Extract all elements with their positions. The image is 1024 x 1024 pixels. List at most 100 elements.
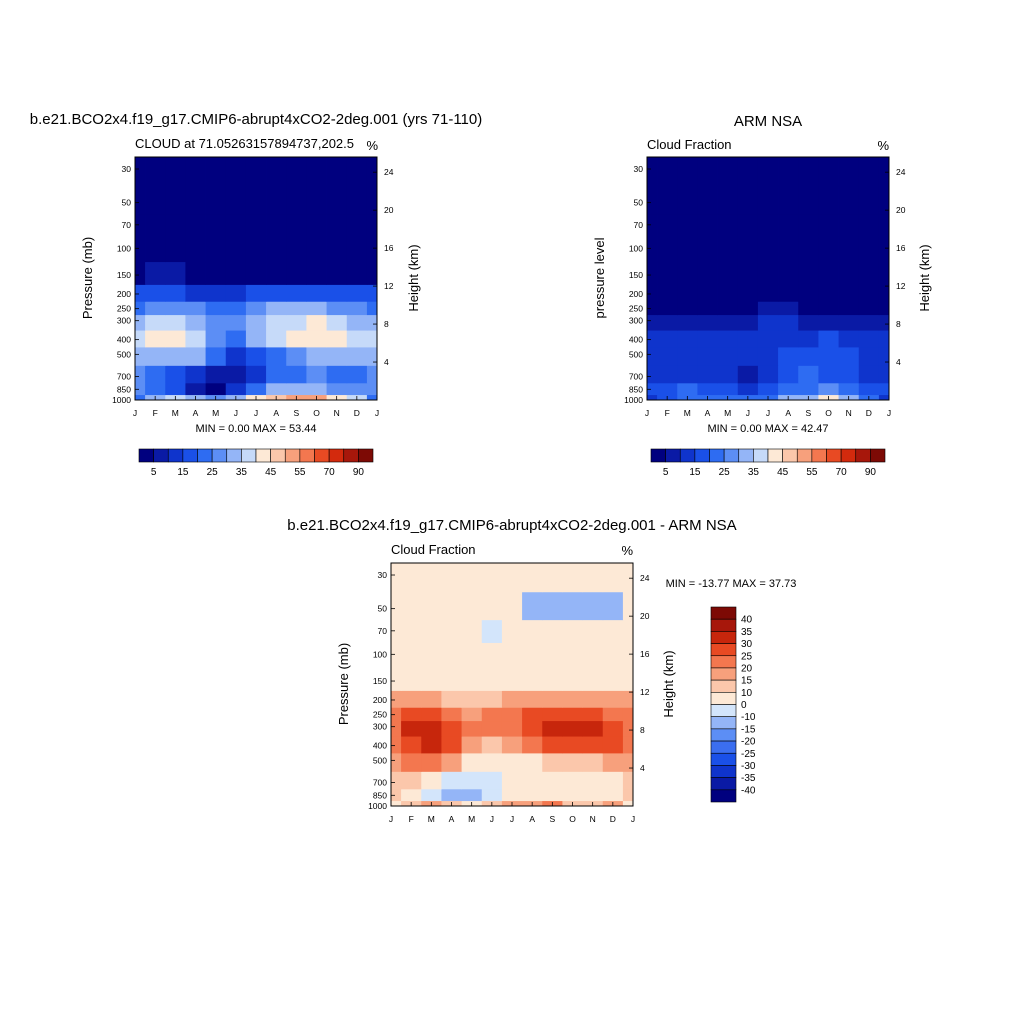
colorbar-swatch [710, 728, 737, 742]
heatmap-cell [165, 330, 186, 348]
heatmap-cell [306, 284, 327, 302]
heatmap-cell [522, 720, 543, 737]
heatmap-cell [602, 720, 624, 737]
heatmap-cell [185, 301, 206, 316]
x-tick-label: O [825, 408, 832, 418]
colorbar-swatch [167, 448, 184, 463]
height-tick-label: 8 [384, 319, 389, 329]
heatmap-cell [391, 771, 402, 790]
heatmap-cell [542, 591, 563, 621]
heatmap-cell [366, 314, 378, 331]
heatmap-cell [306, 301, 327, 316]
heatmap-cell [647, 382, 658, 396]
heatmap-cell [602, 667, 624, 691]
heatmap-cell [757, 301, 779, 316]
heatmap-cell [697, 261, 718, 285]
x-tick-label: D [354, 408, 360, 418]
height-tick-label: 24 [896, 167, 906, 177]
heatmap-cell [145, 157, 166, 187]
y-tick-label: 300 [629, 316, 643, 326]
heatmap-cell [185, 365, 206, 384]
colorbar-swatch [855, 448, 871, 463]
heatmap-cell [657, 236, 678, 263]
heatmap-cell [717, 261, 739, 285]
heatmap-cell [245, 346, 267, 366]
colorbar-swatch [767, 448, 783, 463]
heatmap-cell [225, 365, 247, 384]
heatmap-cell [818, 261, 839, 285]
heatmap-cell [286, 236, 307, 263]
colorbar-label: 5 [151, 467, 157, 478]
heatmap-cell [737, 330, 759, 348]
heatmap-cell [697, 236, 718, 263]
heatmap-cell [562, 788, 583, 802]
x-tick-label: N [590, 814, 596, 824]
colorbar-swatch [796, 448, 813, 463]
heatmap-cell [737, 236, 759, 263]
heatmap-cell [657, 261, 678, 285]
heatmap-cell [622, 563, 634, 593]
heatmap-cell [778, 314, 799, 331]
heatmap-cell [542, 690, 563, 708]
heatmap-cell [778, 284, 799, 302]
heatmap-cell [798, 382, 819, 396]
colorbar-label: -35 [741, 773, 756, 784]
heatmap-cell [391, 591, 402, 621]
colorbar-swatch [710, 765, 737, 778]
heatmap-cell [677, 157, 698, 187]
heatmap-cell [481, 690, 503, 708]
colorbar-swatch [840, 448, 857, 463]
x-tick-label: A [529, 814, 535, 824]
heatmap-cell [778, 330, 799, 348]
heatmap-cell [326, 365, 348, 384]
heatmap-cell [205, 236, 227, 263]
heatmap-cell [461, 707, 483, 722]
heatmap-cell [562, 736, 583, 754]
y-tick-label: 150 [117, 270, 131, 280]
colorbar-label: -30 [741, 761, 756, 772]
heatmap-cell [346, 236, 368, 263]
heatmap-cell [401, 736, 422, 754]
colorbar-swatch [710, 679, 737, 693]
colorbar-swatch [710, 777, 737, 791]
heatmap-cell [757, 157, 779, 187]
heatmap-cell [366, 157, 378, 187]
heatmap-cell [135, 236, 146, 263]
heatmap-cell [286, 185, 307, 215]
heatmap-cell [286, 346, 307, 366]
heatmap-cell [798, 261, 819, 285]
colorbar-swatch [710, 716, 737, 730]
heatmap-cell [421, 707, 442, 722]
x-tick-label: N [334, 408, 340, 418]
heatmap-cell [582, 690, 604, 708]
heatmap-cell [878, 330, 890, 348]
heatmap-cell [737, 365, 759, 384]
x-tick-label: J [234, 408, 238, 418]
colorbar: 5 15 25 35 45 55 70 90 [138, 448, 374, 478]
heatmap-cell [798, 346, 819, 366]
heatmap-cell [818, 365, 839, 384]
heatmap-cell [441, 736, 462, 754]
heatmap-cell [245, 365, 267, 384]
heatmap-cell [501, 591, 523, 621]
heatmap-cell [858, 261, 880, 285]
heatmap-cell [522, 771, 543, 790]
heatmap-cell [326, 314, 348, 331]
height-tick-label: 8 [896, 319, 901, 329]
heatmap-cell [225, 314, 247, 331]
colorbar-swatch [870, 448, 886, 463]
heatmap-cell [421, 771, 442, 790]
heatmap-cell [622, 800, 634, 807]
heatmap-cell [838, 157, 860, 187]
heatmap-cell [145, 314, 166, 331]
heatmap-cell [326, 213, 348, 237]
heatmap-cell [778, 213, 799, 237]
heatmap-cell [185, 157, 206, 187]
heatmap-cell [286, 301, 307, 316]
heatmap-cell [757, 314, 779, 331]
heatmap-cell [798, 314, 819, 331]
heatmap-cell [838, 382, 860, 396]
heatmap-cell [391, 707, 402, 722]
heatmap-cell [757, 213, 779, 237]
